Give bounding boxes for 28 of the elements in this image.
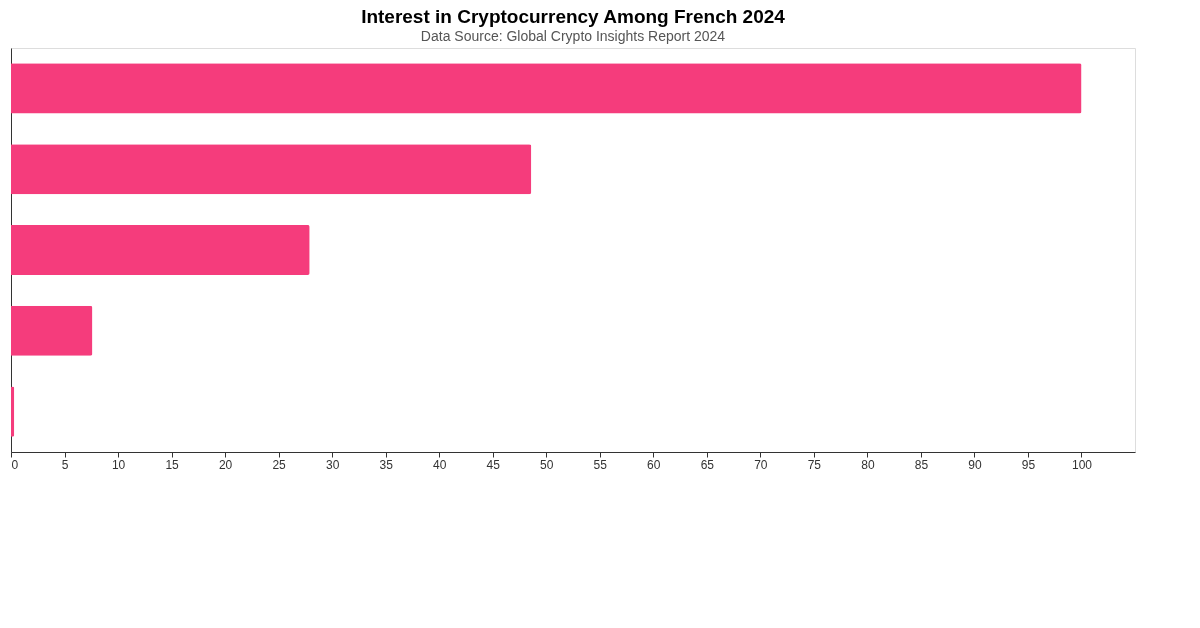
x-tick-label: 50 xyxy=(540,457,554,472)
x-tick-label: 55 xyxy=(593,457,608,472)
x-tick-label: 95 xyxy=(1021,457,1036,472)
x-tick-label: 75 xyxy=(807,457,822,472)
chart-title: Interest in Cryptocurrency Among French 2024 xyxy=(361,6,786,27)
x-tick-label: 35 xyxy=(379,457,394,472)
x-tick-label: 85 xyxy=(914,457,929,472)
x-tick-label: 30 xyxy=(325,457,340,472)
x-tick-label: 45 xyxy=(486,457,501,472)
chart-subtitle: Data Source: Global Crypto Insights Report 2024 xyxy=(420,28,726,44)
bar xyxy=(11,224,310,276)
x-tick-label: 100 xyxy=(1071,457,1093,472)
x-tick-label: 10 xyxy=(111,457,126,472)
x-tick-label: 80 xyxy=(861,457,875,472)
x-tick-label: 60 xyxy=(647,457,661,472)
bar xyxy=(11,63,1082,114)
x-tick-label: 90 xyxy=(968,457,982,472)
x-tick-label: 70 xyxy=(754,457,768,472)
x-tick-label: 15 xyxy=(165,457,180,472)
x-tick-label: 25 xyxy=(272,457,287,472)
x-tick-label: 65 xyxy=(700,457,715,472)
x-tick-label: 20 xyxy=(218,457,233,472)
x-tick-label: 0 xyxy=(11,457,19,472)
bar xyxy=(11,386,15,437)
bar xyxy=(11,144,532,195)
x-tick-label: 40 xyxy=(433,457,447,472)
x-tick-label: 5 xyxy=(61,457,69,472)
bar xyxy=(11,305,93,356)
